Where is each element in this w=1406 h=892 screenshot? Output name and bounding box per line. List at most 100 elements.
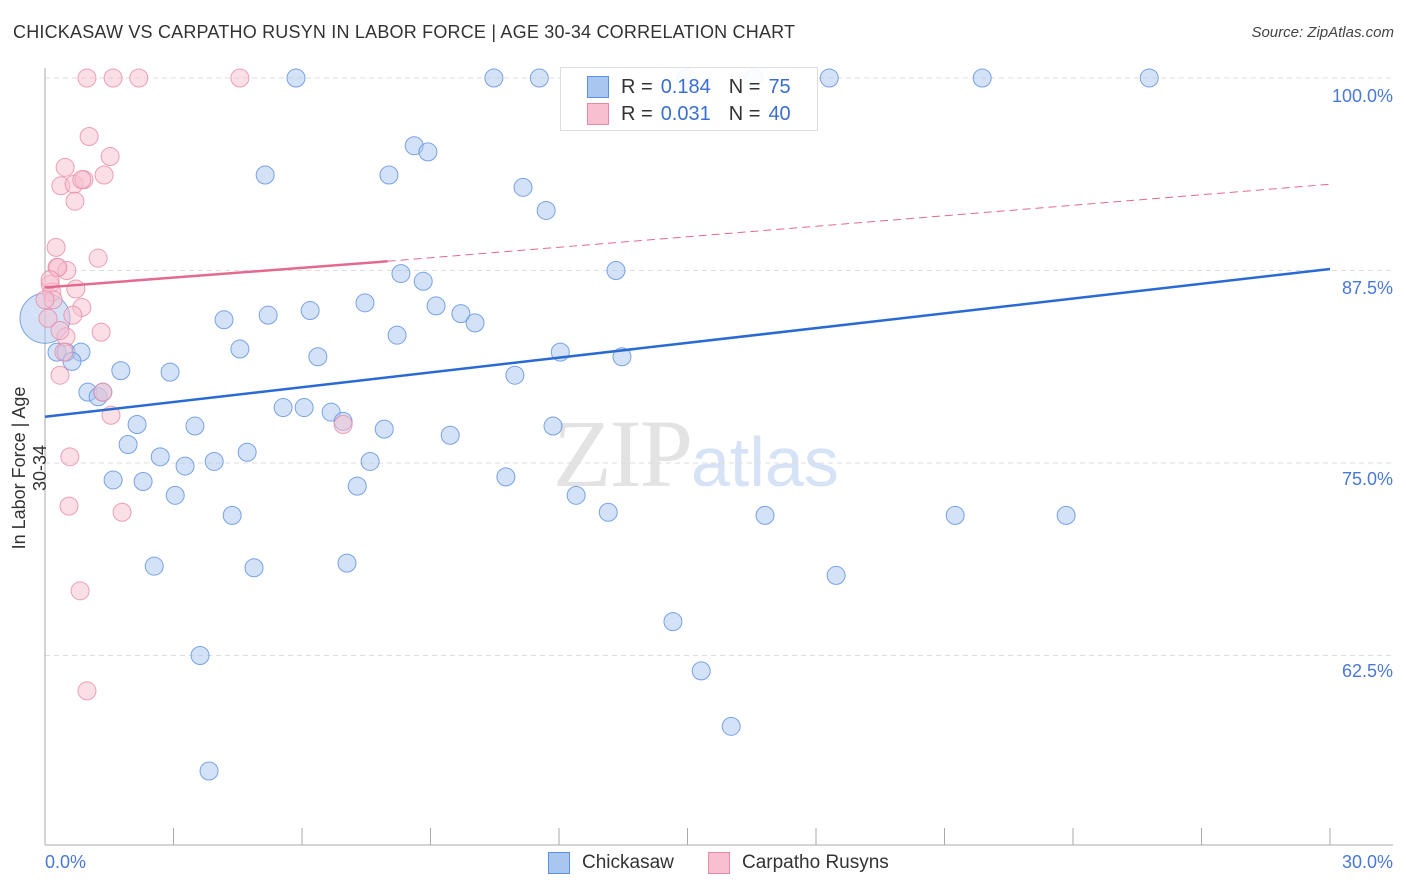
data-point-chickasaw (255, 165, 275, 185)
data-point-chickasaw (185, 416, 205, 436)
y-axis-title: In Labor Force | Age 30-34 (9, 386, 50, 550)
data-point-chickasaw (347, 476, 367, 496)
chart-title: CHICKASAW VS CARPATHO RUSYN IN LABOR FOR… (13, 22, 796, 42)
r-label: R = (621, 75, 653, 98)
data-point-carpatho-rusyns (94, 165, 114, 185)
data-point-carpatho-rusyns (54, 342, 74, 362)
data-point-chickasaw (214, 310, 234, 330)
data-point-chickasaw (418, 142, 438, 162)
data-point-carpatho-rusyns (91, 322, 111, 342)
n-value: 40 (768, 102, 791, 125)
data-point-chickasaw (387, 325, 407, 345)
data-point-chickasaw (286, 68, 306, 88)
n-label: N = (728, 75, 761, 98)
data-point-carpatho-rusyns (40, 270, 60, 290)
n-value: 75 (768, 75, 791, 98)
data-point-carpatho-rusyns (38, 308, 58, 328)
data-point-carpatho-rusyns (35, 290, 55, 310)
data-point-chickasaw (144, 556, 164, 576)
data-point-chickasaw (204, 451, 224, 471)
y-tick-label: 62.5% (1341, 661, 1393, 681)
data-point-carpatho-rusyns (65, 191, 85, 211)
legend-label: Carpatho Rusyns (742, 852, 889, 873)
bottom-legend-chickasaw: Chickasaw (548, 852, 674, 874)
y-tick-label: 87.5% (1341, 278, 1393, 298)
data-point-chickasaw (451, 304, 471, 324)
data-point-chickasaw (374, 419, 394, 439)
data-point-chickasaw (337, 553, 357, 573)
data-point-chickasaw (819, 68, 839, 88)
data-point-chickasaw (230, 339, 250, 359)
data-point-chickasaw (465, 313, 485, 333)
legend-swatch (548, 852, 570, 874)
data-point-carpatho-rusyns (60, 447, 80, 467)
trend-line-carpatho-rusyns (44, 260, 388, 289)
data-point-chickasaw (175, 456, 195, 476)
data-point-carpatho-rusyns (59, 496, 79, 516)
data-point-carpatho-rusyns (46, 237, 66, 257)
legend-row-carpatho: R = 0.031 N = 40 (587, 102, 791, 126)
data-point-chickasaw (566, 485, 586, 505)
data-point-chickasaw (237, 442, 257, 462)
data-point-chickasaw (755, 505, 775, 525)
data-point-carpatho-rusyns (66, 279, 86, 299)
data-point-chickasaw (199, 761, 219, 781)
data-point-carpatho-rusyns (112, 502, 132, 522)
data-point-carpatho-rusyns (88, 248, 108, 268)
legend-swatch (587, 76, 609, 98)
data-point-chickasaw (222, 505, 242, 525)
data-point-carpatho-rusyns (77, 68, 97, 88)
data-point-carpatho-rusyns (50, 321, 70, 341)
r-label: R = (621, 102, 653, 125)
data-point-chickasaw (300, 301, 320, 321)
data-point-chickasaw (945, 505, 965, 525)
data-point-carpatho-rusyns (93, 382, 113, 402)
r-value: 0.031 (660, 102, 711, 125)
data-point-chickasaw (391, 264, 411, 284)
data-point-chickasaw (496, 467, 516, 487)
legend-row-chickasaw: R = 0.184 N = 75 (587, 75, 791, 99)
data-point-chickasaw (308, 347, 328, 367)
data-point-chickasaw (103, 470, 123, 490)
data-point-chickasaw (426, 296, 446, 316)
data-point-chickasaw (190, 646, 210, 665)
data-point-chickasaw (111, 361, 131, 381)
data-point-carpatho-rusyns (333, 415, 353, 434)
data-point-carpatho-rusyns (129, 68, 149, 88)
legend: R = 0.184 N = 75 R = 0.031 N = 40 (560, 67, 818, 131)
data-point-carpatho-rusyns (79, 127, 99, 147)
data-point-chickasaw (972, 68, 992, 88)
data-point-chickasaw (606, 261, 626, 280)
data-point-chickasaw (721, 716, 741, 736)
data-point-carpatho-rusyns (63, 305, 83, 325)
data-point-chickasaw (127, 415, 147, 434)
trend-line-chickasaw (44, 267, 1331, 419)
data-point-chickasaw (150, 447, 170, 467)
data-point-chickasaw (160, 362, 180, 382)
data-point-chickasaw (513, 177, 533, 197)
data-point-chickasaw (543, 416, 563, 436)
data-point-chickasaw (536, 200, 556, 220)
data-point-chickasaw (165, 485, 185, 505)
data-point-chickasaw (258, 305, 278, 325)
chart-source: Source: ZipAtlas.com (1251, 24, 1394, 41)
data-point-chickasaw (360, 451, 380, 471)
trend-line-carpatho-rusyns-extension (387, 183, 1331, 262)
data-point-carpatho-rusyns (230, 68, 250, 88)
data-point-chickasaw (413, 271, 433, 291)
data-point-chickasaw (355, 293, 375, 313)
data-point-chickasaw (294, 398, 314, 418)
legend-swatch (708, 852, 730, 874)
data-point-chickasaw (244, 558, 264, 578)
data-point-chickasaw (133, 471, 153, 491)
legend-label: Chickasaw (582, 852, 674, 873)
data-point-chickasaw (529, 68, 549, 88)
bottom-legend-carpatho: Carpatho Rusyns (708, 852, 889, 874)
data-point-chickasaw (379, 165, 399, 185)
data-point-carpatho-rusyns (103, 68, 123, 88)
data-point-chickasaw (484, 68, 504, 88)
data-point-carpatho-rusyns (100, 147, 120, 167)
data-point-chickasaw (1139, 68, 1159, 88)
legend-swatch (587, 103, 609, 125)
